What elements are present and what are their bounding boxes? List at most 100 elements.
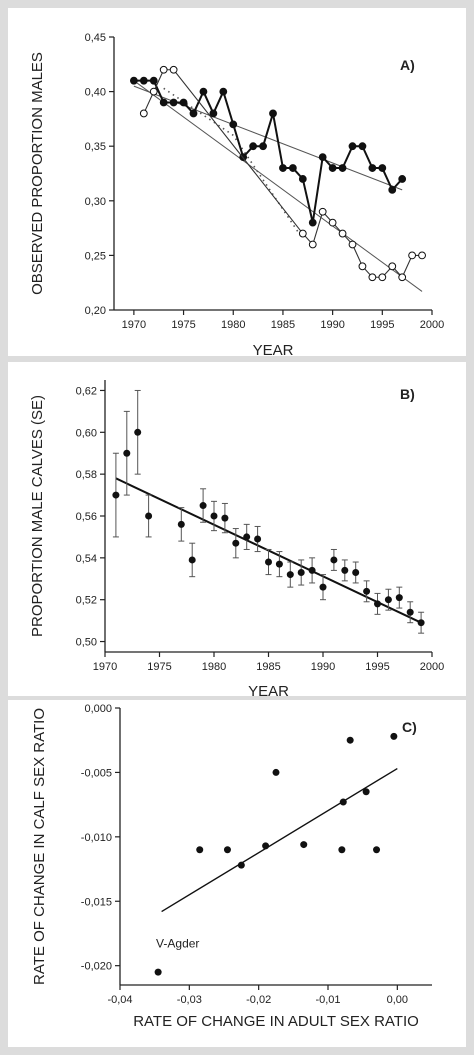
data-point bbox=[232, 539, 240, 547]
filled-data-point bbox=[298, 175, 307, 183]
open-data-point bbox=[398, 273, 407, 282]
chart-panel-background bbox=[8, 700, 466, 1047]
trend-line bbox=[133, 80, 423, 292]
data-point bbox=[406, 608, 414, 616]
data-point bbox=[199, 502, 207, 510]
data-point bbox=[123, 449, 131, 457]
x-tick-label: -0,02 bbox=[246, 994, 271, 1006]
data-point bbox=[374, 600, 381, 608]
filled-data-point bbox=[229, 120, 238, 129]
filled-data-point bbox=[388, 185, 397, 194]
x-tick-label: 1975 bbox=[171, 319, 195, 331]
data-point bbox=[395, 594, 403, 602]
y-tick-label: -0,005 bbox=[81, 767, 112, 779]
data-point bbox=[221, 514, 229, 522]
x-tick-label: -0,04 bbox=[107, 994, 132, 1006]
chart-panel-1: 1970 1975 1980 1985 1990 1995 2000 0,20 0,25 0,30… bbox=[8, 8, 466, 359]
data-point bbox=[297, 568, 305, 576]
data-point bbox=[237, 861, 245, 869]
open-data-point bbox=[388, 262, 397, 271]
data-point bbox=[308, 566, 316, 574]
filled-data-point bbox=[149, 76, 158, 85]
data-point bbox=[265, 558, 272, 566]
x-tick-label: 1985 bbox=[271, 319, 295, 331]
data-point bbox=[330, 556, 338, 564]
filled-data-point bbox=[279, 164, 287, 172]
y-tick-label: 0,58 bbox=[76, 469, 97, 481]
filled-data-point bbox=[219, 87, 228, 96]
x-tick-label: -0,01 bbox=[315, 994, 340, 1006]
y-axis-label: PROPORTION MALE CALVES (SE) bbox=[29, 395, 46, 637]
filled-data-point bbox=[159, 98, 168, 107]
filled-data-point bbox=[358, 142, 367, 151]
data-point bbox=[210, 512, 218, 520]
y-tick-label: 0,35 bbox=[85, 141, 106, 153]
open-data-point bbox=[308, 240, 317, 249]
data-point bbox=[384, 596, 392, 604]
data-point bbox=[188, 556, 196, 564]
open-data-point bbox=[159, 65, 168, 74]
open-data-point bbox=[408, 251, 417, 260]
data-point bbox=[196, 846, 204, 854]
data-point bbox=[112, 491, 120, 499]
y-axis-label: OBSERVED PROPORTION MALES bbox=[29, 52, 46, 295]
open-data-point bbox=[139, 109, 148, 118]
y-tick-label: 0,45 bbox=[85, 32, 106, 44]
filled-data-point bbox=[199, 87, 208, 96]
open-data-point bbox=[149, 87, 158, 96]
chart-panel-2: 1970 1975 1980 1985 1990 1995 2000 0,50 0,52 0,54… bbox=[8, 362, 466, 700]
x-tick-label: 1970 bbox=[93, 661, 117, 673]
x-axis-label: YEAR bbox=[248, 683, 289, 700]
data-point bbox=[272, 768, 280, 776]
data-point bbox=[341, 566, 349, 574]
data-point bbox=[254, 535, 262, 543]
data-point bbox=[417, 619, 425, 627]
data-point bbox=[373, 846, 381, 854]
regression-line bbox=[161, 767, 398, 913]
data-point bbox=[363, 587, 371, 595]
x-tick-label: 1995 bbox=[370, 319, 394, 331]
data-point bbox=[338, 846, 346, 854]
y-tick-label: 0,000 bbox=[84, 703, 112, 715]
x-tick-label: -0,03 bbox=[177, 994, 202, 1006]
data-point bbox=[177, 520, 185, 528]
y-tick-label: 0,40 bbox=[85, 87, 106, 99]
chart-panel-background bbox=[8, 8, 466, 356]
filled-data-point bbox=[189, 109, 198, 118]
data-point bbox=[145, 512, 153, 520]
filled-data-point bbox=[308, 218, 317, 227]
y-tick-label: 0,52 bbox=[76, 595, 97, 607]
x-tick-label: 0,00 bbox=[387, 994, 408, 1006]
filled-data-point bbox=[139, 76, 148, 85]
x-tick-label: 1975 bbox=[147, 661, 171, 673]
open-data-point bbox=[338, 229, 347, 238]
chart-panel-3: -0,04 -0,03 -0,02 -0,01 0,00 -0,020 -0,015 -0,0… bbox=[8, 700, 466, 1047]
y-axis-label: RATE OF CHANGE IN CALF SEX RATIO bbox=[31, 708, 48, 985]
filled-data-point bbox=[269, 109, 277, 118]
y-tick-label: 0,62 bbox=[76, 385, 97, 397]
y-tick-label: 0,30 bbox=[85, 196, 106, 208]
y-tick-label: 0,56 bbox=[76, 511, 97, 523]
data-point bbox=[262, 842, 270, 850]
filled-data-point bbox=[328, 164, 337, 172]
open-data-point bbox=[328, 218, 337, 227]
filled-data-point bbox=[318, 153, 327, 162]
panel-label: C) bbox=[402, 719, 417, 735]
x-tick-label: 1970 bbox=[122, 319, 146, 331]
y-tick-label: -0,015 bbox=[81, 896, 112, 908]
point-annotation: V-Agder bbox=[156, 937, 199, 951]
filled-data-point bbox=[259, 142, 267, 151]
x-tick-label: 1985 bbox=[256, 661, 280, 673]
filled-data-point bbox=[209, 109, 218, 118]
filled-data-point bbox=[169, 98, 178, 107]
data-point bbox=[286, 571, 294, 579]
data-point bbox=[362, 788, 370, 796]
panel-label: B) bbox=[400, 386, 415, 402]
open-data-point bbox=[298, 229, 307, 238]
x-tick-label: 1995 bbox=[365, 661, 389, 673]
open-data-point bbox=[318, 207, 327, 216]
x-tick-label: 2000 bbox=[420, 319, 444, 331]
x-axis-label: YEAR bbox=[253, 342, 294, 359]
x-tick-label: 1980 bbox=[202, 661, 226, 673]
